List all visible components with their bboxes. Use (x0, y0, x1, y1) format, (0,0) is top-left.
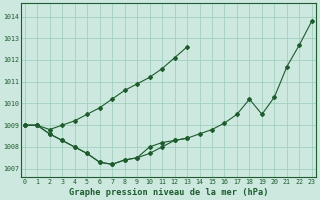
X-axis label: Graphe pression niveau de la mer (hPa): Graphe pression niveau de la mer (hPa) (68, 188, 268, 197)
